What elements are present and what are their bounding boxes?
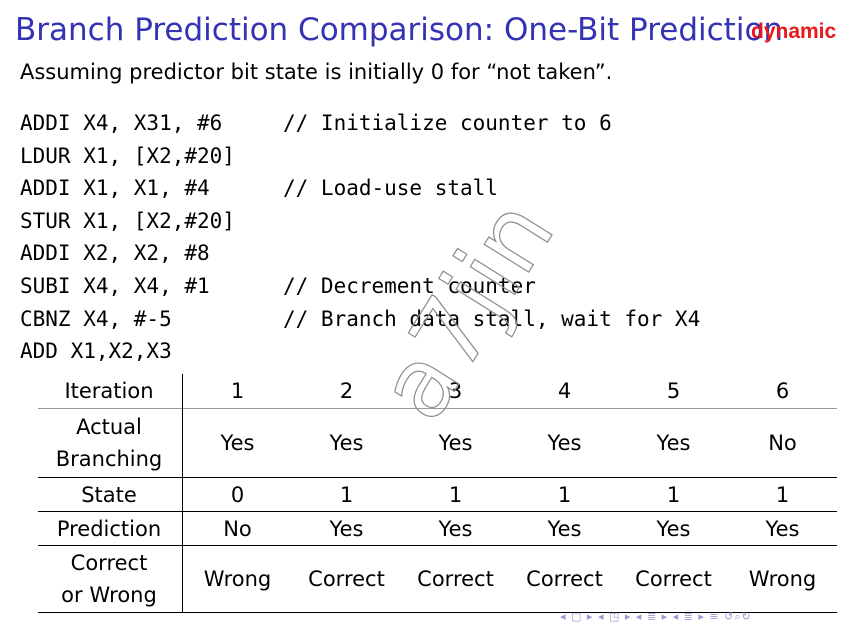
- correct-or-wrong-row: Correct or Wrong Wrong Correct Correct Co…: [38, 545, 837, 613]
- row-header-correct-or-wrong: Correct or Wrong: [38, 545, 183, 613]
- nav-section-icon[interactable]: ◂ ≣ ▸: [635, 610, 669, 623]
- row-header-line: Correct: [70, 551, 148, 575]
- nav-align-icon[interactable]: ≡: [709, 610, 720, 623]
- table-cell: 1: [230, 379, 245, 403]
- row-header-prediction: Prediction: [38, 511, 183, 546]
- row-header-state: State: [38, 477, 183, 512]
- code-comment: // Decrement counter: [283, 273, 536, 298]
- code-line: ADDI X1, X1, #4 // Load-use stall: [20, 172, 700, 205]
- table-cell: 1: [510, 477, 619, 512]
- code-comment: // Branch data stall, wait for X4: [283, 306, 701, 331]
- code-line: LDUR X1, [X2,#20]: [20, 140, 700, 173]
- table-cell: 4: [557, 379, 572, 403]
- code-comment: // Initialize counter to 6: [283, 111, 612, 135]
- table-cell: Yes: [510, 408, 619, 478]
- table-cell: 1: [292, 477, 401, 512]
- table-cell: Yes: [292, 511, 401, 546]
- iteration-row: Iteration 1 2 3 4 5 6: [38, 374, 837, 409]
- nav-subsection-icon[interactable]: ◂ ≣ ▸: [672, 610, 705, 623]
- table-cell: Correct: [401, 545, 510, 613]
- nav-left-icon[interactable]: ◂ ▢ ▸: [560, 610, 594, 623]
- code-line: SUBI X4, X4, #1 // Decrement counter: [20, 270, 700, 303]
- row-header-iteration: Iteration: [38, 374, 183, 409]
- table-cell: Yes: [292, 408, 401, 478]
- nav-search-icon[interactable]: ↺⌕↻: [724, 610, 752, 623]
- row-header-line: Branching: [55, 447, 163, 471]
- table-cell: Correct: [292, 545, 401, 613]
- code-instruction: ADD X1,X2,X3: [20, 339, 172, 364]
- code-line: ADDI X4, X31, #6 // Initialize counter to…: [20, 107, 700, 140]
- table-cell: 1: [619, 477, 728, 512]
- code-instruction: ADDI X2, X2, #8: [20, 241, 210, 266]
- code-comment: // Load-use stall: [283, 176, 498, 201]
- slide-title: Branch Prediction Comparison: One-Bit Pr…: [15, 12, 784, 48]
- slide-subtitle: Assuming predictor bit state is initiall…: [20, 60, 613, 84]
- table-cell: Wrong: [182, 545, 292, 613]
- table-cell: No: [182, 511, 292, 546]
- table-cell: Yes: [182, 408, 292, 478]
- code-line: ADD X1,X2,X3: [20, 335, 700, 368]
- table-cell: Correct: [510, 545, 619, 613]
- table-cell: Wrong: [728, 545, 837, 613]
- actual-branching-row: Actual Branching Yes Yes Yes Yes Yes No: [38, 408, 837, 478]
- code-instruction: ADDI X1, X1, #4: [20, 176, 210, 201]
- table-cell: Yes: [619, 511, 728, 546]
- dynamic-tag: dynamic: [751, 20, 837, 43]
- code-instruction: ADDI X4, X31, #6: [20, 111, 223, 135]
- table-cell: Yes: [401, 511, 510, 546]
- table-cell: No: [728, 408, 837, 478]
- table-cell: Yes: [728, 511, 837, 546]
- table-cell: Yes: [401, 408, 510, 478]
- table-cell: 5: [666, 379, 681, 403]
- table-cell: 3: [448, 379, 463, 403]
- code-instruction: SUBI X4, X4, #1: [20, 273, 210, 298]
- code-line: CBNZ X4, #-5 // Branch data stall, wait f…: [20, 303, 700, 336]
- prediction-row: Prediction No Yes Yes Yes Yes Yes: [38, 511, 837, 546]
- row-header-line: or Wrong: [61, 583, 157, 607]
- table-cell: Correct: [619, 545, 728, 613]
- code-instruction: STUR X1, [X2,#20]: [20, 208, 235, 233]
- table-cell: 1: [401, 477, 510, 512]
- row-header-actual-branching: Actual Branching: [38, 408, 183, 478]
- table-cell: 2: [339, 379, 354, 403]
- table-cell: Yes: [510, 511, 619, 546]
- table-cell: 1: [728, 477, 837, 512]
- code-instruction: LDUR X1, [X2,#20]: [20, 143, 235, 168]
- code-listing: ADDI X4, X31, #6 // Initialize counter to…: [20, 107, 700, 368]
- code-line: ADDI X2, X2, #8: [20, 237, 700, 270]
- beamer-navigation: ◂ ▢ ▸ ◂ ◳ ▸ ◂ ≣ ▸ ◂ ≣ ▸ ≡ ↺⌕↻: [560, 610, 752, 624]
- nav-frame-icon[interactable]: ◂ ◳ ▸: [597, 610, 632, 623]
- code-instruction: CBNZ X4, #-5: [20, 306, 172, 331]
- table-cell: 6: [775, 379, 790, 403]
- state-row: State 0 1 1 1 1 1: [38, 477, 837, 512]
- prediction-table: Iteration 1 2 3 4 5 6 Actual Branching Ye…: [38, 374, 837, 613]
- row-header-line: Actual: [76, 415, 142, 439]
- table-cell: 0: [182, 477, 292, 512]
- code-line: STUR X1, [X2,#20]: [20, 205, 700, 238]
- table-cell: Yes: [619, 408, 728, 478]
